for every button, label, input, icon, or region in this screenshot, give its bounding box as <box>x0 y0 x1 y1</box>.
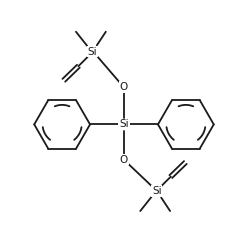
Text: O: O <box>120 155 128 165</box>
Text: O: O <box>120 82 128 92</box>
Text: Si: Si <box>119 119 129 129</box>
Text: Si: Si <box>88 47 97 57</box>
Text: Si: Si <box>152 186 161 196</box>
